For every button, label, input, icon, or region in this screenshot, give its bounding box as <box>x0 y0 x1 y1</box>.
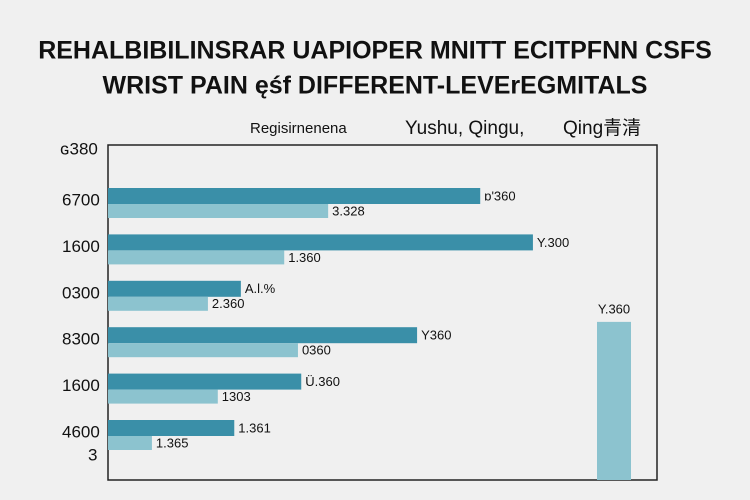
bar <box>108 250 285 265</box>
bar-label: Y.360 <box>598 301 630 316</box>
bar <box>108 280 241 297</box>
chart-title: REHALBIBILINSRAR UAPIOPER MNITT ECITPFNN… <box>38 37 712 65</box>
bar-label: Y360 <box>421 328 451 343</box>
bar-label: 1.365 <box>156 435 189 450</box>
bar <box>597 321 631 480</box>
category-label: 8300 <box>62 330 100 349</box>
bar-label: A.l.% <box>245 281 276 296</box>
legend-entry: Regisirnenena <box>250 120 347 137</box>
bar <box>108 436 152 450</box>
bar <box>108 296 208 311</box>
plot-frame <box>107 144 658 481</box>
bar-label: Y.300 <box>537 235 569 250</box>
axis-label: ɢ380 <box>60 139 98 158</box>
legend-entry: Qing青清 <box>563 117 641 139</box>
bar-label: ɒ'360 <box>484 188 515 203</box>
bar <box>108 204 329 218</box>
bar-label: 1.360 <box>288 250 321 265</box>
axis-label: 3 <box>88 445 97 464</box>
category-label: 6700 <box>62 190 100 209</box>
category-label: 1600 <box>62 237 100 256</box>
bar-label: Ü.360 <box>305 374 340 389</box>
bar <box>108 389 218 404</box>
category-label: 0300 <box>62 283 100 302</box>
chart-subtitle: WRIST PAIN ęśf DIFFERENT-LEVErEGMITALS <box>103 72 648 100</box>
bar-label: 2.360 <box>212 296 245 311</box>
bar-label: 1.361 <box>238 420 271 435</box>
bar <box>108 327 418 344</box>
bar <box>108 343 298 358</box>
bar-label: 1303 <box>222 389 251 404</box>
bar-label: 3.328 <box>332 203 365 218</box>
bar-label: 0360 <box>302 343 331 358</box>
legend-entry: Yushu, Qingu, <box>405 118 524 139</box>
bar <box>108 420 235 436</box>
category-label: 4600 <box>62 422 100 441</box>
bar <box>108 373 302 390</box>
bar <box>108 234 533 251</box>
bar <box>108 188 481 204</box>
category-label: 1600 <box>62 376 100 395</box>
